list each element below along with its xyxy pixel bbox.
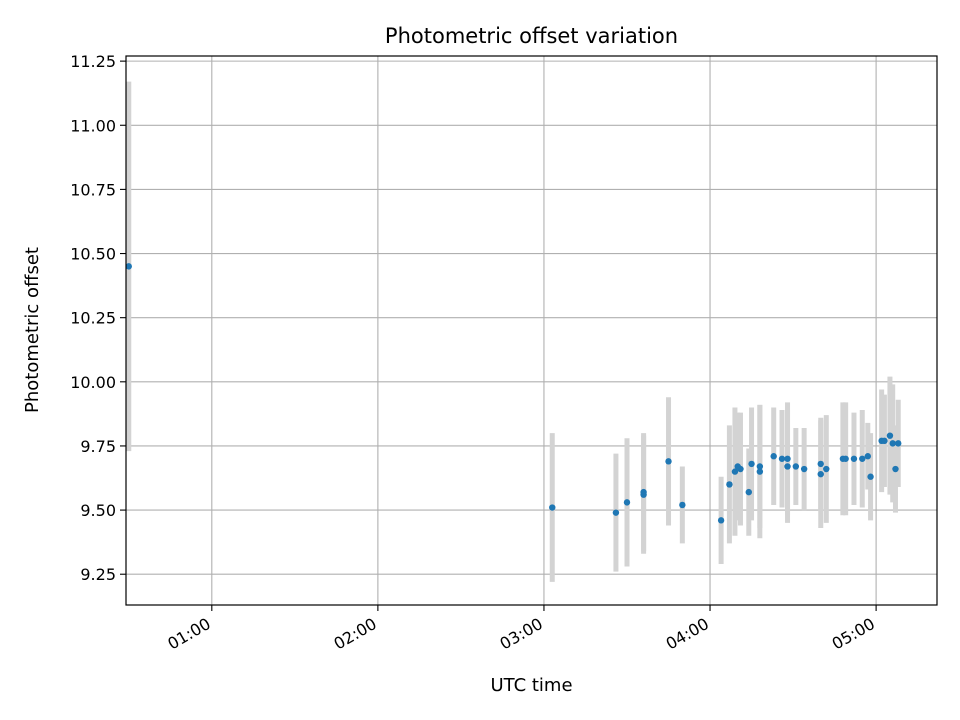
plot-area [126, 56, 937, 605]
y-tick-label: 10.50 [70, 245, 116, 264]
y-axis-title: Photometric offset [22, 247, 43, 413]
data-point [784, 463, 791, 470]
data-point [886, 432, 894, 439]
data-point [679, 501, 686, 509]
data-point [792, 463, 800, 470]
data-point [800, 465, 808, 473]
data-point [665, 458, 672, 465]
data-point [859, 455, 866, 462]
data-point [745, 488, 752, 496]
data-point [895, 440, 902, 447]
data-point [892, 465, 899, 473]
data-point [731, 468, 739, 475]
data-point [784, 455, 791, 462]
axis-ticks [120, 60, 877, 611]
plot-frame [125, 55, 938, 606]
data-point [867, 473, 874, 480]
y-tick-label: 9.50 [80, 501, 116, 520]
data-point [125, 263, 132, 270]
data-point [842, 455, 849, 462]
data-point [881, 437, 888, 445]
y-tick-label: 9.75 [80, 437, 116, 456]
data-point [549, 504, 556, 511]
data-point [889, 440, 896, 447]
data-point [612, 509, 620, 516]
data-point [778, 455, 786, 462]
data-point [734, 463, 741, 470]
data-point [817, 470, 824, 478]
data-point [726, 481, 733, 488]
data-point [640, 488, 647, 496]
data-point [850, 455, 858, 462]
y-tick-label: 11.00 [70, 116, 116, 135]
data-point [748, 460, 755, 468]
data-points [125, 263, 902, 524]
y-tick-label: 11.25 [70, 52, 116, 71]
data-point [864, 453, 872, 460]
y-tick-label: 10.25 [70, 309, 116, 328]
data-point [817, 460, 824, 468]
data-point [823, 465, 830, 473]
y-tick-label: 10.75 [70, 180, 116, 199]
chart-title: Photometric offset variation [385, 24, 678, 48]
grid [126, 56, 937, 605]
data-point [623, 499, 631, 506]
x-axis-title: UTC time [490, 675, 572, 696]
y-tick-label: 10.00 [70, 373, 116, 392]
data-point [717, 517, 725, 524]
y-tick-label: 9.25 [80, 565, 116, 584]
data-point [770, 453, 777, 460]
data-point [756, 468, 764, 475]
data-point [756, 463, 764, 470]
